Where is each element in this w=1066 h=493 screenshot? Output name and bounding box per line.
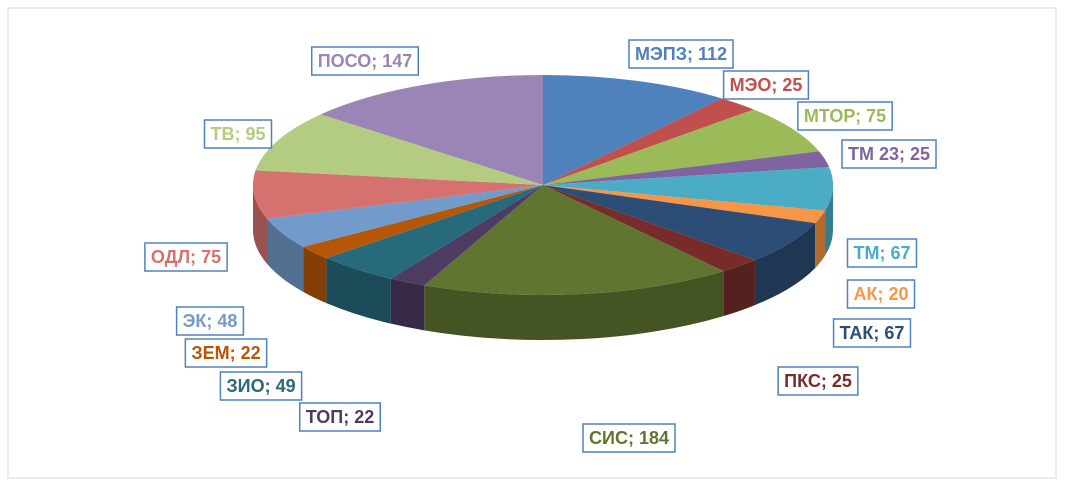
data-label-box — [298, 402, 382, 432]
data-label: ТОП; 22 — [306, 407, 375, 427]
data-label: АК; 20 — [853, 284, 908, 304]
data-label-box — [797, 101, 893, 131]
slice-side — [253, 185, 267, 264]
slice-side — [815, 210, 826, 269]
data-label: МТОР; 75 — [804, 106, 886, 126]
data-label-box — [175, 306, 245, 336]
data-label-box — [777, 366, 859, 396]
data-label-box — [841, 139, 937, 169]
data-label: ТАК; 67 — [840, 323, 905, 343]
data-label: ЗЕМ; 22 — [191, 343, 260, 363]
slice-side — [390, 278, 425, 331]
data-label: ТВ; 95 — [210, 124, 265, 144]
slice-side — [424, 271, 724, 341]
data-label: ЭК; 48 — [183, 311, 238, 331]
slice — [390, 185, 543, 286]
data-label-box — [832, 318, 912, 348]
slice-side — [825, 185, 833, 256]
data-label-box — [846, 238, 918, 268]
slice — [543, 185, 816, 261]
slice — [543, 109, 820, 185]
data-label: ТМ 23; 25 — [848, 144, 930, 164]
slice-side — [266, 218, 304, 292]
slice-side — [754, 223, 816, 306]
slice — [543, 185, 826, 224]
slice — [543, 151, 830, 185]
slice — [255, 114, 543, 185]
data-label: МЭПЗ; 112 — [635, 44, 727, 64]
data-label: ЗИО; 49 — [226, 376, 295, 396]
slice-side — [723, 260, 755, 317]
data-label-box — [219, 371, 303, 401]
data-label-box — [628, 39, 734, 69]
slice — [543, 75, 722, 185]
slice — [543, 185, 755, 272]
slice — [424, 185, 724, 295]
data-label: ОДЛ; 75 — [151, 247, 221, 267]
data-label-box — [144, 242, 228, 272]
slice — [543, 98, 754, 185]
data-label-box — [184, 338, 268, 368]
slice — [543, 167, 833, 211]
data-label-box — [203, 119, 273, 149]
data-label: ПКС; 25 — [784, 371, 852, 391]
slice — [303, 185, 543, 259]
slice — [253, 170, 543, 219]
slice — [266, 185, 543, 247]
slice — [320, 75, 543, 185]
slice — [326, 185, 543, 279]
data-label-box — [310, 46, 420, 76]
slice-side — [326, 258, 391, 324]
data-label: МЭО; 25 — [730, 75, 803, 95]
data-label: СИС; 184 — [589, 428, 669, 448]
slice-side — [303, 246, 327, 304]
data-label: ПОСО; 147 — [318, 51, 413, 71]
data-label: ТМ; 67 — [853, 243, 910, 263]
data-label-box — [846, 279, 916, 309]
data-label-box — [582, 423, 676, 453]
data-label-box — [722, 70, 810, 100]
